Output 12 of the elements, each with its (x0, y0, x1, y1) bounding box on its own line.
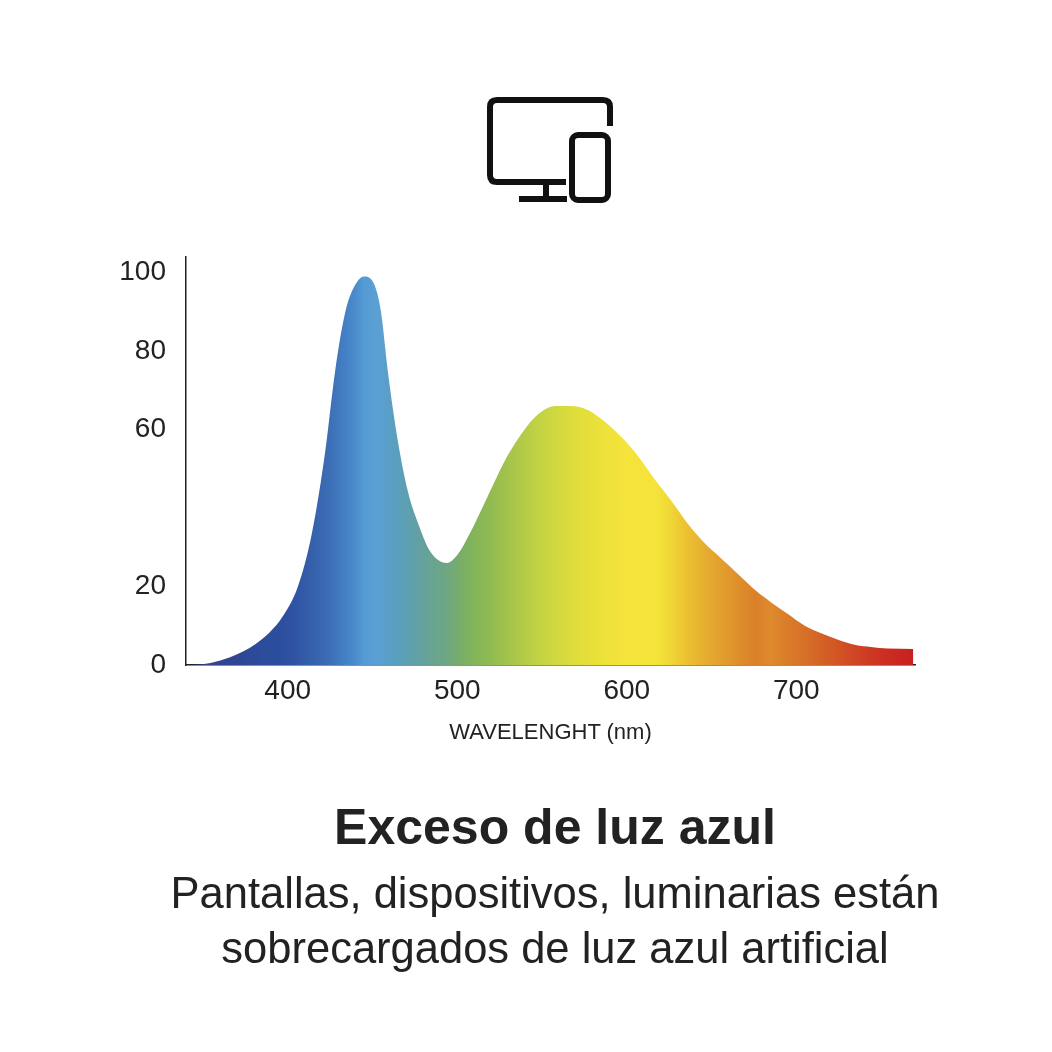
text: Pantallas, dispositivos, luminarias están sobrecargados de luz azul artificial (169, 868, 941, 974)
x-tick-label: 600 (603, 673, 651, 705)
y-tick-label: 20 (134, 569, 166, 601)
y-tick-label: 60 (134, 412, 166, 444)
y-tick-label: 80 (134, 333, 166, 365)
x-axis-title: WAVELENGHT (nm) (449, 718, 652, 744)
text: Exceso de luz azul (333, 798, 777, 857)
x-tick-label: 700 (772, 673, 820, 705)
x-tick-label: 400 (264, 673, 312, 705)
x-tick-label: 500 (433, 673, 481, 705)
y-tick-label: 100 (119, 255, 166, 287)
y-tick-label: 0 (150, 647, 166, 679)
